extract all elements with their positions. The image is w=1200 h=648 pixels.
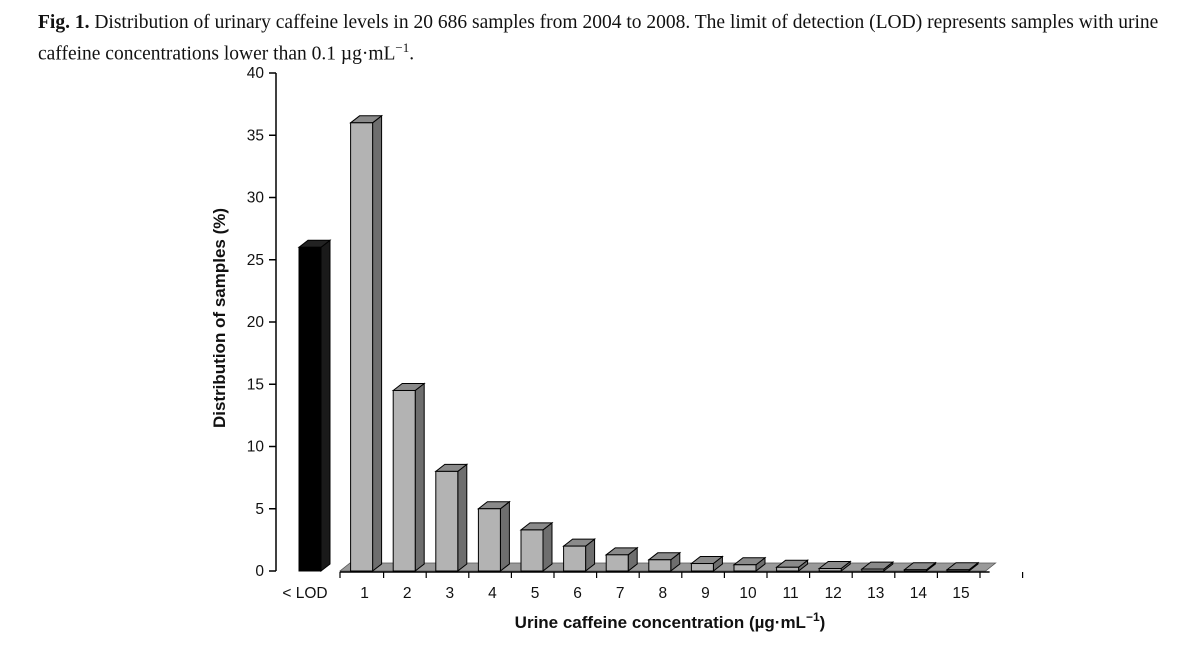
bar xyxy=(562,538,597,573)
bar xyxy=(902,561,937,573)
bar-front xyxy=(946,569,970,572)
y-tick-label: 30 xyxy=(247,190,265,207)
bar xyxy=(817,560,852,573)
bar-front xyxy=(818,568,842,572)
x-tick-label: 2 xyxy=(403,585,412,602)
bar-front xyxy=(563,545,587,572)
x-tick-label: 14 xyxy=(910,585,928,602)
x-tick-label: 9 xyxy=(701,585,710,602)
bar-side xyxy=(320,239,331,573)
y-tick-label: 40 xyxy=(247,65,265,82)
caption-text: Distribution of urinary caffeine levels … xyxy=(38,12,1159,65)
x-tick-label: 15 xyxy=(952,585,969,602)
x-tick-label: 8 xyxy=(658,585,667,602)
x-tick-label: 10 xyxy=(739,585,757,602)
bar-front xyxy=(392,389,416,572)
bar-side xyxy=(542,521,553,573)
bar xyxy=(349,114,384,573)
x-axis-title-end: ) xyxy=(820,613,826,632)
bar xyxy=(945,561,980,573)
x-tick-label: 3 xyxy=(445,585,454,602)
x-tick-label: < LOD xyxy=(282,585,327,602)
caption-end: . xyxy=(409,43,415,65)
bar xyxy=(391,382,426,573)
bar xyxy=(775,559,810,573)
x-tick-label: 13 xyxy=(867,585,884,602)
x-axis-title: Urine caffeine concentration (µg·mL−1) xyxy=(515,610,826,632)
y-tick-label: 15 xyxy=(247,376,264,393)
y-tick-label: 0 xyxy=(255,563,264,580)
bar xyxy=(434,463,469,573)
bar-front xyxy=(648,559,672,572)
bar-front xyxy=(733,564,757,572)
caption-superscript: −1 xyxy=(395,40,410,55)
x-tick-label: 11 xyxy=(783,585,799,602)
bar-front xyxy=(903,569,927,572)
bar-side xyxy=(372,114,383,573)
caption-label: Fig. 1. xyxy=(38,12,90,33)
bar xyxy=(860,561,895,573)
y-axis-title: Distribution of samples (%) xyxy=(210,208,229,428)
y-tick-label: 5 xyxy=(255,501,264,518)
bar-lod xyxy=(297,239,332,573)
x-tick-label: 5 xyxy=(531,585,540,602)
bar-side xyxy=(414,382,425,573)
y-tick-label: 10 xyxy=(247,439,265,456)
bar xyxy=(604,546,639,573)
x-axis-title-superscript: −1 xyxy=(806,610,820,624)
bar-side xyxy=(499,500,510,573)
y-axis: 0 5 10 15 20 25 30 35 40 xyxy=(247,65,277,580)
bar xyxy=(689,555,724,573)
bar-front xyxy=(298,246,322,572)
y-tick-label: 25 xyxy=(247,252,264,269)
bar-front xyxy=(605,554,629,572)
bar-front xyxy=(350,122,374,572)
figure-caption: Fig. 1. Distribution of urinary caffeine… xyxy=(38,10,1168,67)
bar-front xyxy=(861,568,885,572)
bars xyxy=(297,114,980,573)
x-tick-label: 4 xyxy=(488,585,497,602)
bar-front xyxy=(520,529,544,572)
bar xyxy=(476,500,511,573)
x-tick-label: 6 xyxy=(573,585,582,602)
bar-side xyxy=(457,463,468,573)
bar-front xyxy=(435,470,459,572)
bar xyxy=(647,551,682,573)
bar-front xyxy=(776,566,800,572)
bar-front xyxy=(477,508,501,572)
y-tick-label: 35 xyxy=(247,127,264,144)
bar xyxy=(519,521,554,573)
bar xyxy=(732,556,767,573)
y-tick-label: 20 xyxy=(247,314,265,331)
x-axis-title-text: Urine caffeine concentration (µg·mL xyxy=(515,613,806,632)
x-tick-label: 1 xyxy=(360,585,369,602)
x-tick-label: 12 xyxy=(825,585,842,602)
x-axis: < LOD 1 2 3 4 5 6 7 8 9 10 11 12 13 14 15 xyxy=(282,571,1024,602)
bar-front xyxy=(690,563,714,572)
x-tick-label: 7 xyxy=(616,585,625,602)
